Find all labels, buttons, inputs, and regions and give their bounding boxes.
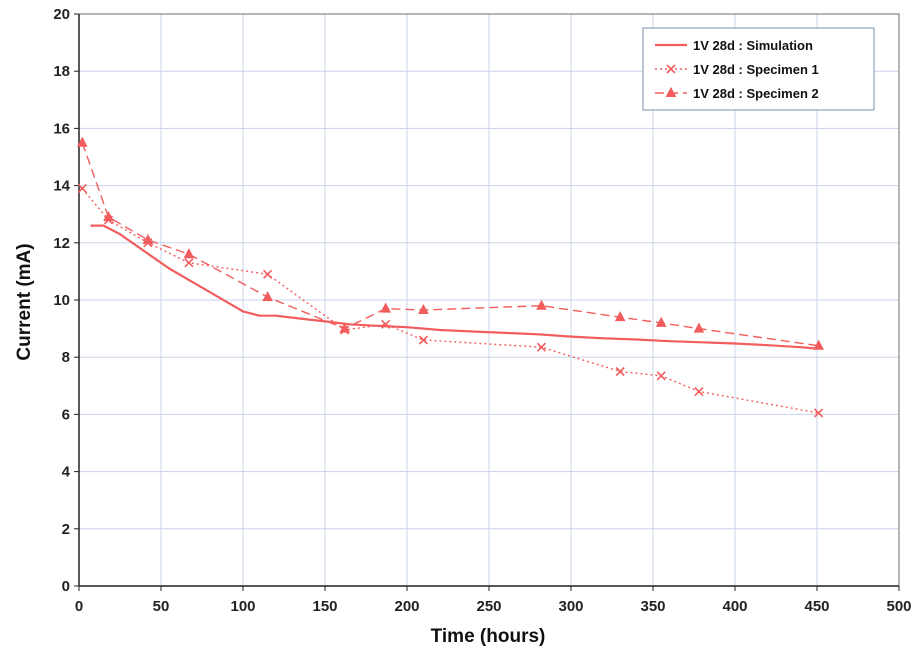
data-point-x-marker	[263, 269, 273, 279]
x-tick-label: 150	[312, 598, 337, 615]
y-tick-label: 10	[53, 292, 70, 309]
data-point-x-marker	[77, 183, 87, 194]
data-point-triangle-marker	[665, 86, 677, 97]
legend-label: 1V 28d : Specimen 2	[693, 86, 819, 101]
x-tick-label: 350	[640, 598, 665, 615]
x-tick-label: 200	[394, 598, 419, 615]
data-point-triangle-marker	[76, 136, 88, 147]
data-point-triangle-marker	[103, 210, 114, 222]
data-point-x-marker	[656, 371, 666, 381]
data-point-x-marker	[184, 258, 194, 268]
y-tick-label: 20	[53, 6, 70, 23]
data-point-triangle-marker	[380, 302, 392, 313]
legend-entry-3: 1V 28d : Specimen 2	[655, 86, 819, 101]
legend-entry-2: 1V 28d : Specimen 1	[655, 62, 819, 77]
legend-label: 1V 28d : Specimen 1	[693, 62, 819, 77]
x-tick-label: 400	[722, 598, 747, 615]
x-tick-label: 250	[476, 598, 501, 615]
data-point-x-marker	[615, 366, 625, 377]
series-3	[76, 136, 824, 350]
x-tick-label: 0	[75, 598, 83, 615]
y-tick-label: 8	[62, 349, 70, 366]
x-tick-label: 100	[230, 598, 255, 615]
y-tick-label: 14	[53, 178, 70, 195]
data-point-triangle-marker	[536, 299, 547, 310]
data-point-triangle-marker	[262, 291, 273, 302]
series-1	[90, 224, 818, 350]
y-tick-label: 0	[62, 578, 70, 595]
legend: 1V 28d : Simulation 1V 28d : Specimen 1 1V…	[642, 27, 875, 111]
data-point-triangle-marker	[693, 322, 705, 333]
x-tick-label: 300	[558, 598, 583, 615]
data-point-x-marker	[694, 386, 704, 397]
data-point-triangle-marker	[183, 248, 195, 259]
y-tick-label: 18	[53, 63, 70, 80]
x-ticks: 0 50 100 150 200 250 300 350 400 450 500	[75, 598, 912, 615]
data-point-x-marker	[666, 64, 676, 74]
y-tick-label: 16	[53, 120, 70, 137]
x-tick-label: 50	[153, 598, 170, 615]
y-axis-label: Current (mA)	[14, 243, 35, 360]
data-point-x-marker	[536, 342, 547, 352]
data-point-x-marker	[814, 408, 824, 418]
data-point-triangle-marker	[418, 303, 429, 315]
data-point-triangle-marker	[339, 322, 351, 333]
x-axis-label: Time (hours)	[431, 626, 546, 647]
data-point-x-marker	[381, 319, 391, 329]
data-point-triangle-marker	[813, 339, 824, 350]
x-tick-label: 450	[804, 598, 829, 615]
axes	[74, 13, 900, 591]
legend-entry-1: 1V 28d : Simulation	[655, 38, 813, 53]
y-tick-label: 6	[62, 406, 70, 423]
y-tick-label: 12	[53, 235, 70, 252]
series-line	[90, 224, 818, 350]
data-point-triangle-marker	[655, 316, 667, 327]
x-tick-label: 500	[886, 598, 911, 615]
data-point-triangle-marker	[142, 233, 154, 244]
y-tick-label: 4	[62, 464, 71, 481]
plot-area	[76, 136, 824, 418]
data-point-triangle-marker	[614, 311, 626, 322]
y-ticks: 0 2 4 6 8 10 12 14 16 18 20	[53, 6, 70, 595]
y-tick-label: 2	[62, 521, 70, 538]
legend-label: 1V 28d : Simulation	[693, 38, 813, 53]
data-point-x-marker	[418, 335, 428, 345]
